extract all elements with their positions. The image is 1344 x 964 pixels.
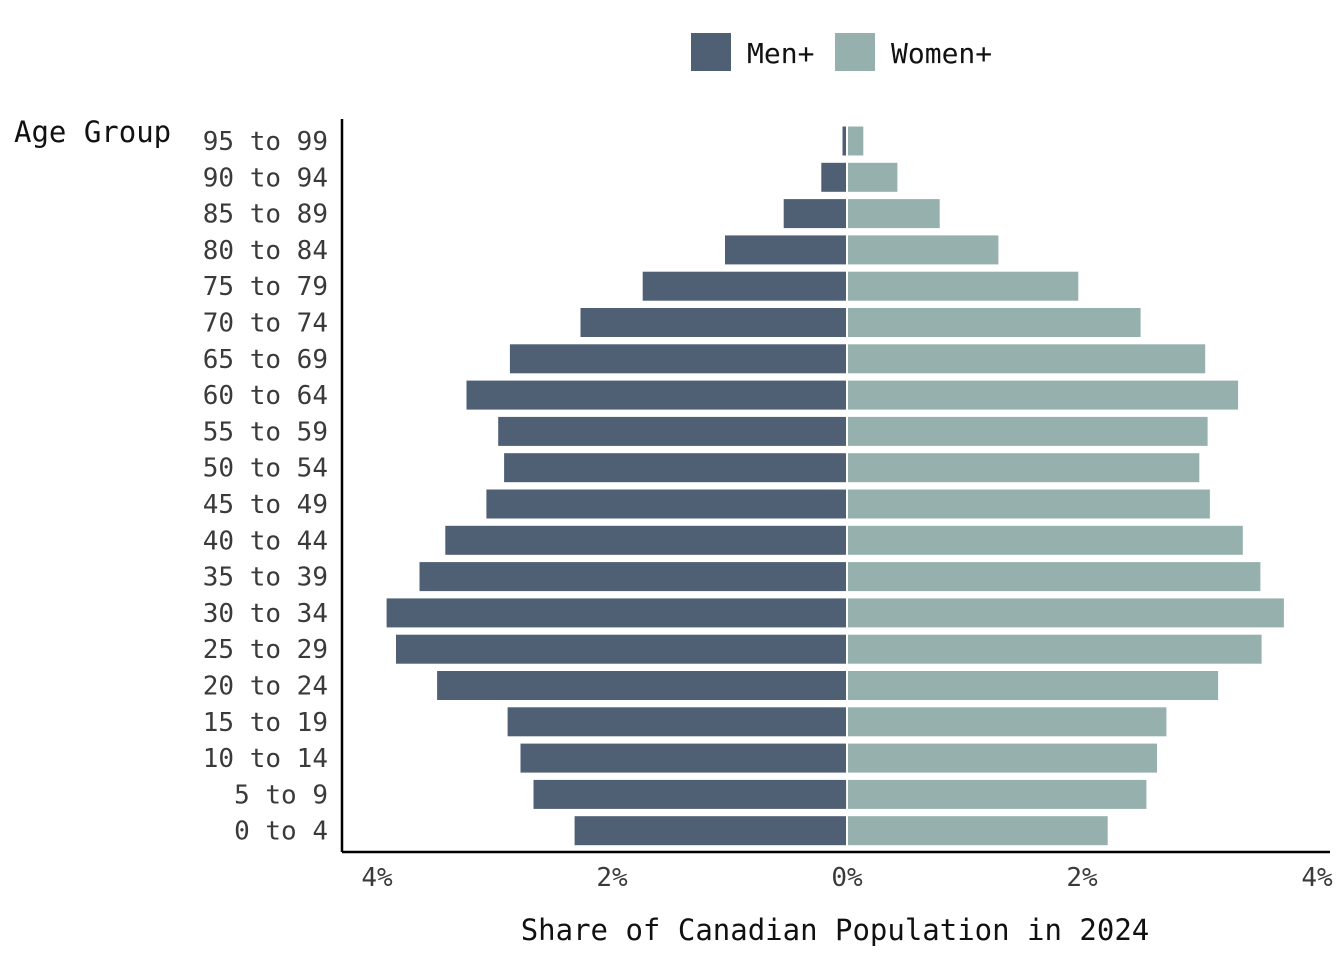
bar-men-45-to-49 [486, 489, 846, 519]
bar-men-10-to-14 [520, 743, 846, 773]
bar-women-80-to-84 [848, 235, 999, 265]
bar-women-70-to-74 [848, 308, 1141, 337]
bar-men-40-to-44 [445, 525, 846, 555]
x-tick-label-1: 2% [596, 863, 628, 893]
bar-men-50-to-54 [504, 453, 846, 483]
bar-women-30-to-34 [848, 598, 1284, 628]
y-tick-label-95-to-99: 95 to 99 [203, 127, 328, 157]
y-tick-label-10-to-14: 10 to 14 [203, 744, 328, 774]
bar-men-15-to-19 [507, 707, 846, 737]
bar-women-0-to-4 [848, 816, 1108, 846]
bar-men-75-to-79 [642, 271, 846, 301]
bar-men-90-to-94 [821, 162, 846, 192]
y-tick-label-50-to-54: 50 to 54 [203, 454, 328, 484]
y-tick-label-35-to-39: 35 to 39 [203, 563, 328, 593]
y-tick-label-25-to-29: 25 to 29 [203, 635, 328, 665]
bar-women-40-to-44 [848, 525, 1243, 555]
bar-women-5-to-9 [848, 779, 1147, 809]
x-tick-label-3: 2% [1066, 863, 1098, 893]
y-tick-label-40-to-44: 40 to 44 [203, 526, 328, 556]
x-tick-label-0: 4% [361, 863, 393, 893]
legend: Men+ Women+ [691, 33, 992, 71]
bar-women-20-to-24 [848, 671, 1219, 700]
y-tick-label-5-to-9: 5 to 9 [234, 780, 328, 810]
bar-men-20-to-24 [437, 671, 846, 700]
bar-women-10-to-14 [848, 743, 1157, 773]
legend-label-men: Men+ [747, 37, 814, 70]
y-tick-label-55-to-59: 55 to 59 [203, 417, 328, 447]
y-axis-title: Age Group [14, 115, 171, 149]
y-tick-label-45-to-49: 45 to 49 [203, 490, 328, 520]
bar-women-55-to-59 [848, 416, 1208, 446]
bar-men-25-to-29 [396, 634, 846, 664]
bar-men-0-to-4 [574, 816, 846, 846]
y-tick-label-30-to-34: 30 to 34 [203, 599, 328, 629]
bar-women-25-to-29 [848, 634, 1262, 664]
bar-men-5-to-9 [533, 779, 847, 809]
x-tick-label-2: 0% [831, 863, 863, 893]
y-tick-label-80-to-84: 80 to 84 [203, 236, 328, 266]
y-tick-label-65-to-69: 65 to 69 [203, 345, 328, 375]
bar-women-85-to-89 [848, 199, 940, 229]
y-tick-label-75-to-79: 75 to 79 [203, 272, 328, 302]
bar-men-95-to-99 [842, 126, 846, 156]
bar-women-50-to-54 [848, 453, 1200, 483]
bar-men-80-to-84 [725, 235, 846, 265]
bar-men-60-to-64 [466, 380, 846, 410]
y-tick-label-60-to-64: 60 to 64 [203, 381, 328, 411]
bar-men-30-to-34 [386, 598, 846, 628]
bar-women-65-to-69 [848, 344, 1206, 374]
y-tick-label-90-to-94: 90 to 94 [203, 163, 328, 193]
axes-layer [340, 119, 1330, 854]
legend-label-women: Women+ [891, 37, 992, 70]
bar-men-65-to-69 [509, 344, 846, 374]
bar-women-45-to-49 [848, 489, 1210, 519]
y-tick-label-0-to-4: 0 to 4 [234, 817, 328, 847]
bar-men-85-to-89 [783, 199, 846, 229]
y-tick-label-70-to-74: 70 to 74 [203, 309, 328, 339]
legend-swatch-women [835, 33, 875, 71]
legend-swatch-men [691, 33, 731, 71]
bar-women-75-to-79 [848, 271, 1079, 301]
y-tick-label-15-to-19: 15 to 19 [203, 708, 328, 738]
bar-women-60-to-64 [848, 380, 1239, 410]
bar-women-95-to-99 [848, 126, 864, 156]
bar-women-15-to-19 [848, 707, 1167, 737]
bar-men-70-to-74 [580, 308, 846, 337]
bar-women-90-to-94 [848, 162, 898, 192]
y-tick-label-85-to-89: 85 to 89 [203, 200, 328, 230]
x-tick-label-4: 4% [1301, 863, 1333, 893]
x-axis-title: Share of Canadian Population in 2024 [521, 913, 1150, 947]
y-tick-label-20-to-24: 20 to 24 [203, 672, 328, 702]
bar-men-35-to-39 [419, 562, 846, 592]
bar-men-55-to-59 [498, 416, 846, 446]
bars-layer [386, 126, 1284, 846]
labels-layer: 0 to 4 5 to 9 10 to 14 15 to 19 20 to 24 25 t… [203, 127, 1333, 893]
bar-women-35-to-39 [848, 562, 1261, 592]
